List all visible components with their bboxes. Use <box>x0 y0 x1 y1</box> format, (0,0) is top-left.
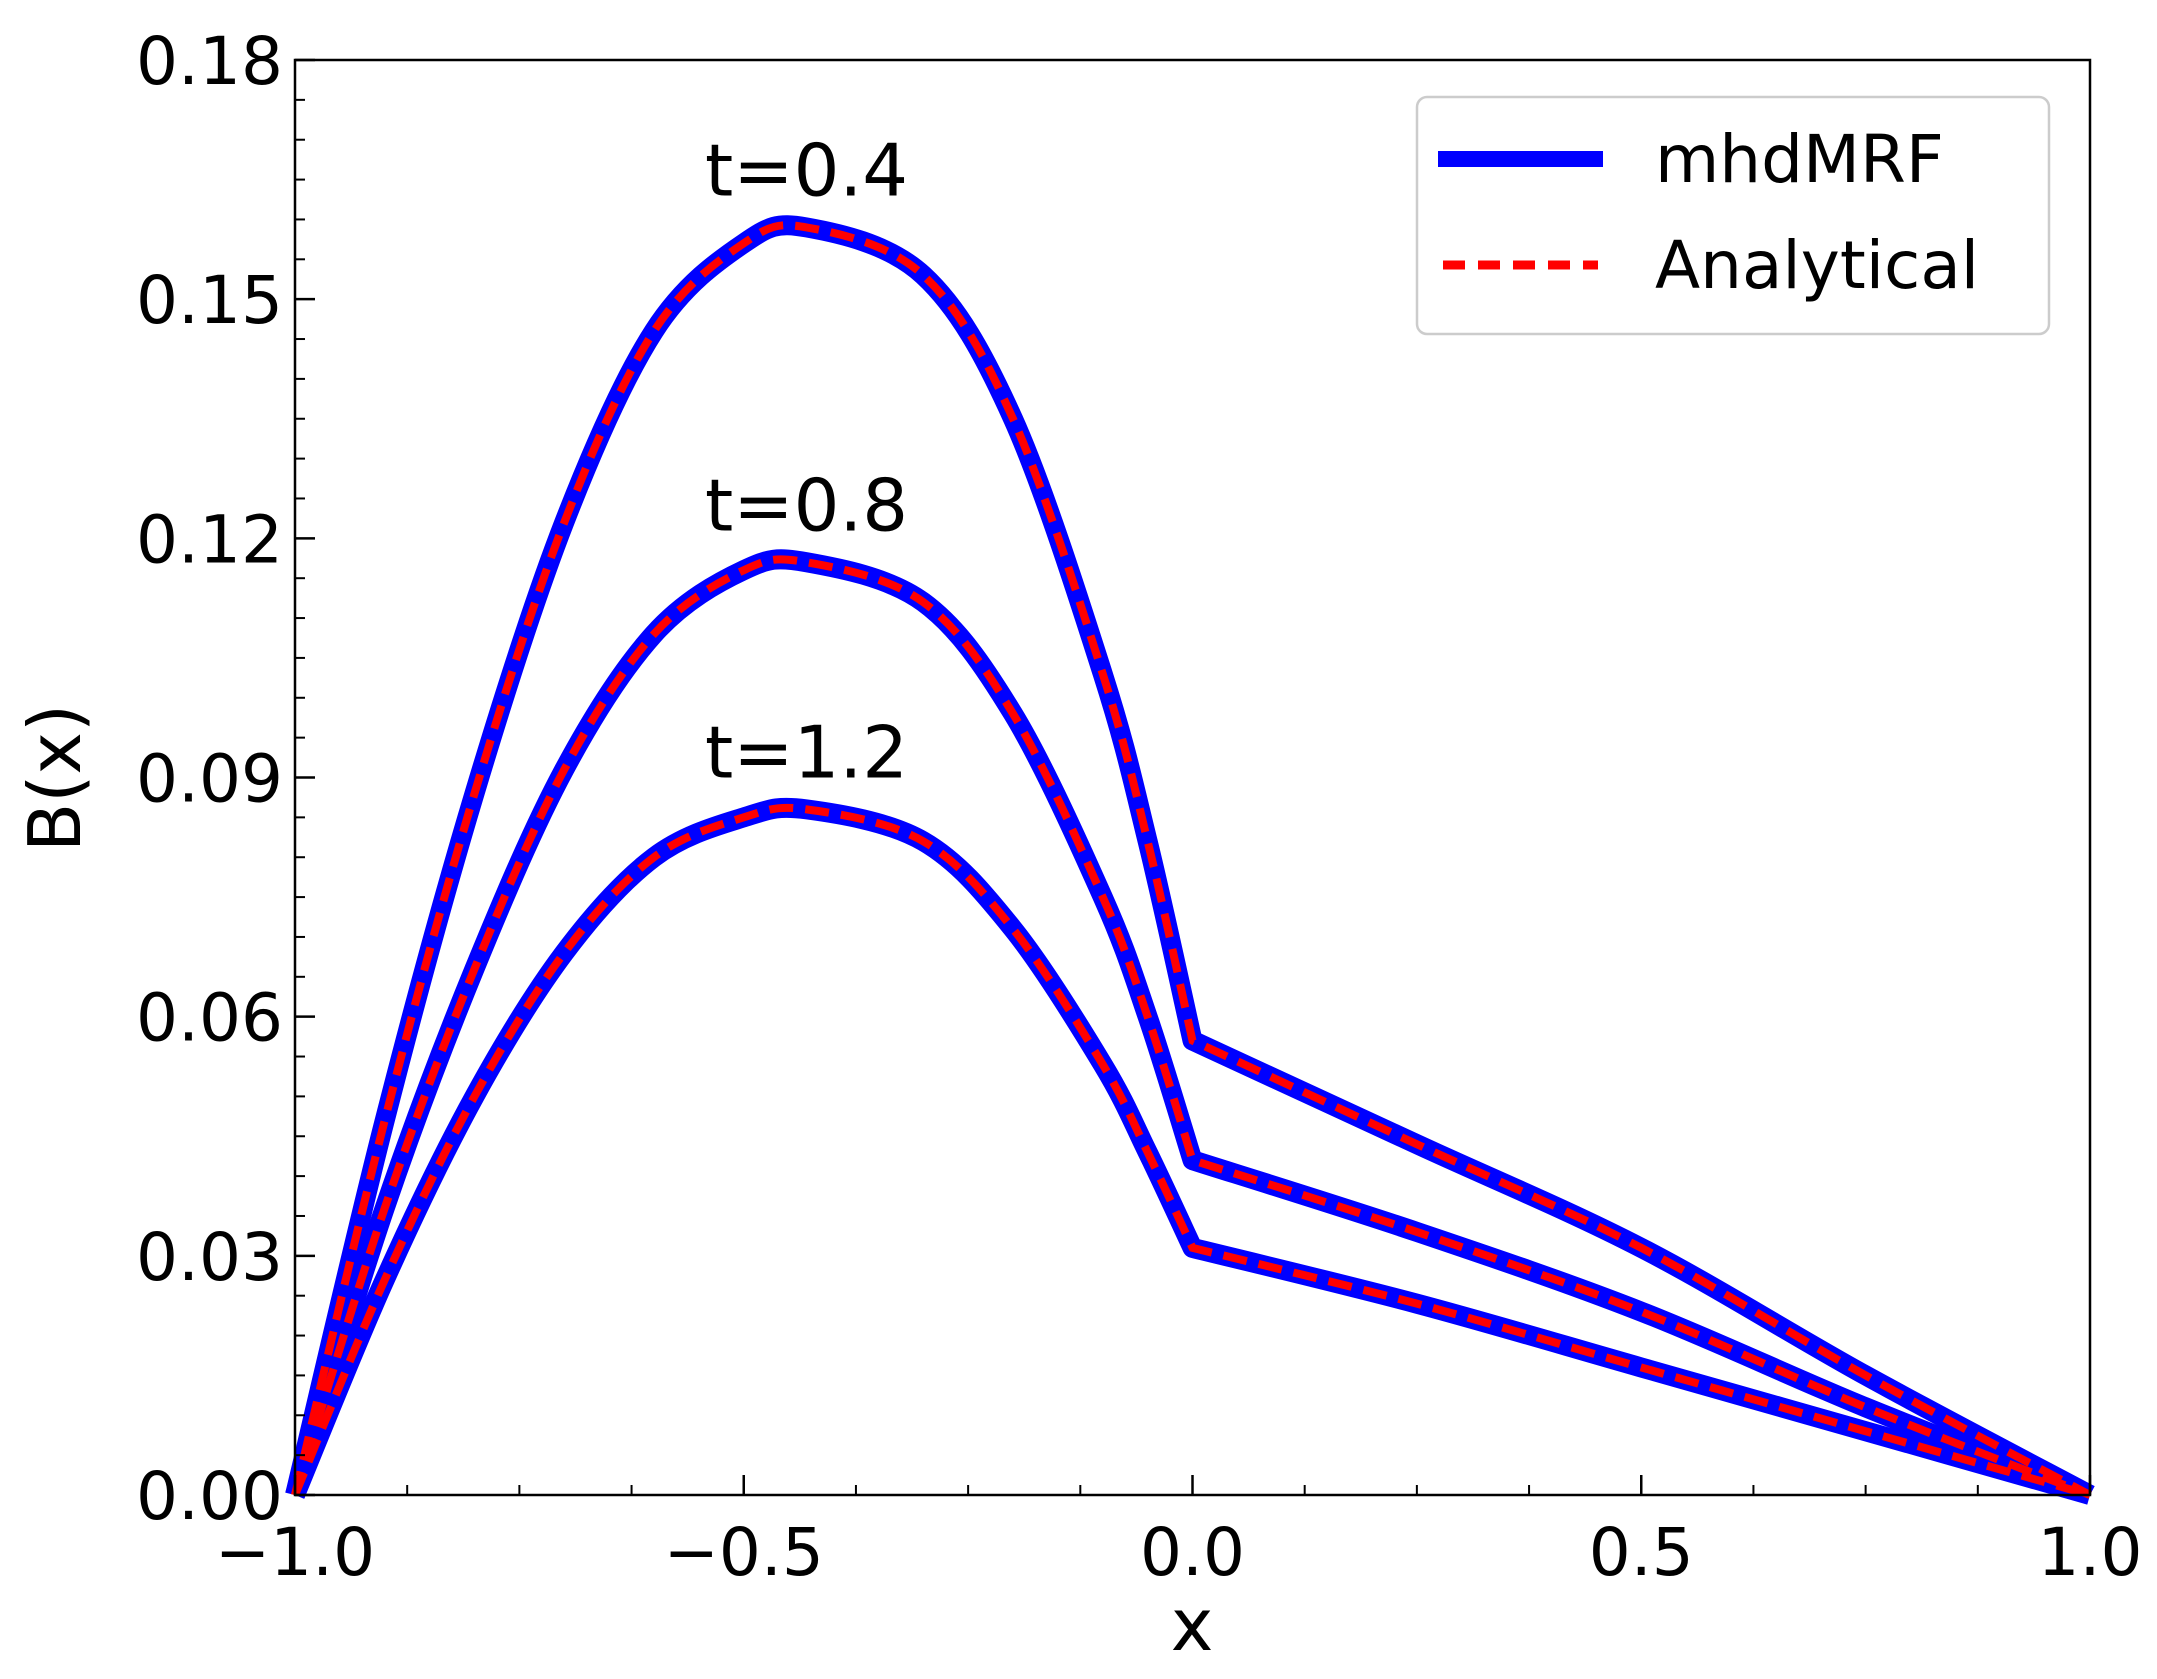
curve-annotation-3: t=1.2 <box>705 710 908 794</box>
y-tick-label: 0.15 <box>136 262 283 339</box>
y-tick-label: 0.18 <box>136 23 283 100</box>
analytical-curve-2 <box>291 555 2092 1499</box>
x-tick-label: −0.5 <box>664 1514 824 1591</box>
y-tick-label: 0.00 <box>136 1458 283 1535</box>
legend-label-analytical: Analytical <box>1655 227 1979 304</box>
x-tick-label: 0.5 <box>1589 1514 1694 1591</box>
legend: mhdMRF Analytical <box>1415 95 2051 336</box>
x-tick-label: 1.0 <box>2038 1514 2143 1591</box>
y-axis-label: B(x) <box>13 704 97 852</box>
labels-layer: −1.0 −0.5 0.0 0.5 1.0 0.00 0.03 0.06 0.09 0.12 0.1… <box>136 23 2142 1591</box>
y-tick-label: 0.12 <box>136 501 283 578</box>
curve-annotation-1: t=0.4 <box>705 128 908 212</box>
y-tick-label: 0.06 <box>136 980 283 1057</box>
x-tick-label: 0.0 <box>1140 1514 1245 1591</box>
curve-annotation-2: t=0.8 <box>705 463 908 547</box>
x-axis-label: x <box>1171 1583 1214 1667</box>
y-tick-label: 0.09 <box>136 741 283 818</box>
legend-label-mhdmrf: mhdMRF <box>1655 121 1944 198</box>
plot-frame <box>293 58 2092 1497</box>
x-tick-label: −1.0 <box>215 1514 375 1591</box>
curves-layer <box>285 215 2095 1505</box>
analytical-curve-1 <box>291 221 2092 1499</box>
analytical-curve-3 <box>291 803 2092 1499</box>
y-tick-label: 0.03 <box>136 1219 283 1296</box>
